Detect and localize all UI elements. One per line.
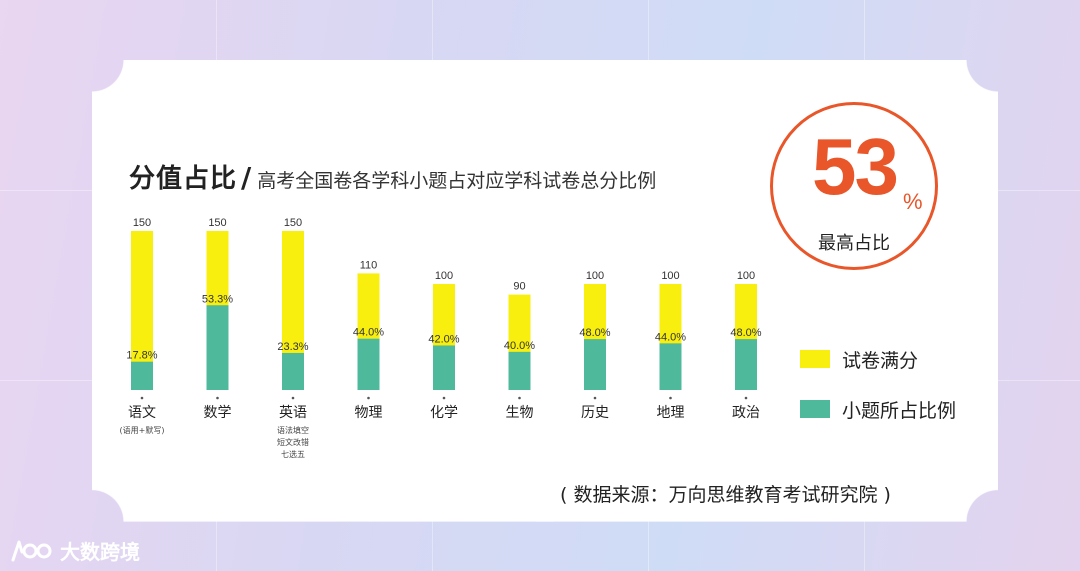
label-full-6: 100 <box>586 270 604 282</box>
category-label-0: 语文 <box>128 405 156 421</box>
label-full-4: 100 <box>435 270 453 282</box>
label-small-5: 40.0% <box>504 340 535 352</box>
label-small-8: 48.0% <box>730 327 761 339</box>
badge-value: 53 <box>812 122 899 211</box>
category-label-4: 化学 <box>430 405 458 421</box>
title-subtitle: 高考全国卷各学科小题占对应学科试卷总分比例 <box>257 170 657 192</box>
category-label-8: 政治 <box>732 405 760 421</box>
bar-chart: 150 17.8% 语文 (语用+默写) 150 53.3% 数学 150 23.3% 英语语法填… <box>120 217 762 459</box>
category-note-2-2: 七选五 <box>281 449 305 459</box>
category-label-5: 生物 <box>506 405 534 421</box>
bar-small-0 <box>131 361 153 390</box>
tick-dot-6 <box>593 396 597 400</box>
legend-label-full: 试卷满分 <box>842 350 919 372</box>
bar-small-2 <box>282 352 304 390</box>
bar-small-8 <box>735 339 757 390</box>
label-full-5: 90 <box>513 281 525 293</box>
category-note-2-0: 语法填空 <box>277 425 309 435</box>
label-small-1: 53.3% <box>202 293 233 305</box>
tick-dot-0 <box>140 396 144 400</box>
tick-dot-8 <box>744 396 748 400</box>
legend-swatch-full <box>800 350 830 368</box>
bar-small-4 <box>433 345 455 390</box>
bar-small-6 <box>584 339 606 390</box>
category-label-1: 数学 <box>204 405 232 421</box>
bar-small-5 <box>508 351 531 390</box>
watermark-logo-icon <box>11 540 52 561</box>
category-label-6: 历史 <box>581 405 609 421</box>
category-label-3: 物理 <box>355 405 383 421</box>
bar-full-0 <box>131 231 153 390</box>
badge-unit: % <box>903 189 923 214</box>
tick-dot-2 <box>291 396 295 400</box>
watermark-text: 大数跨境 <box>60 540 140 564</box>
label-full-1: 150 <box>208 217 226 229</box>
label-small-7: 44.0% <box>655 331 686 343</box>
highest-ratio-badge: 53 % 最高占比 <box>770 102 938 270</box>
title-separator: / <box>241 161 252 194</box>
category-label-7: 地理 <box>657 405 685 421</box>
legend-swatch-small <box>800 400 830 418</box>
bar-small-1 <box>206 305 229 390</box>
label-full-0: 150 <box>133 217 151 229</box>
label-full-7: 100 <box>661 270 679 282</box>
label-small-6: 48.0% <box>579 327 610 339</box>
bar-small-3 <box>357 338 380 390</box>
label-small-2: 23.3% <box>277 341 308 353</box>
chart-title: 分值占比 / 高考全国卷各学科小题占对应学科试卷总分比例 <box>129 158 656 195</box>
tick-dot-4 <box>442 396 446 400</box>
tick-dot-3 <box>367 396 370 400</box>
legend-label-small: 小题所占比例 <box>842 400 957 422</box>
badge-label: 最高占比 <box>818 233 890 254</box>
category-label-2: 英语 <box>279 404 307 421</box>
tick-dot-5 <box>518 396 521 400</box>
tick-dot-7 <box>669 396 672 400</box>
label-small-3: 44.0% <box>353 327 384 339</box>
label-small-0: 17.8% <box>126 350 157 362</box>
watermark: 大数跨境 <box>10 536 140 565</box>
label-full-3: 110 <box>360 259 378 271</box>
label-small-4: 42.0% <box>428 333 459 345</box>
title-main: 分值占比 <box>129 164 238 194</box>
label-full-8: 100 <box>737 270 755 282</box>
data-source: ( 数据来源：万向思维教育考试研究院 ) <box>560 484 891 506</box>
category-note-2-1: 短文改错 <box>277 437 309 447</box>
label-full-2: 150 <box>284 217 302 229</box>
tick-dot-1 <box>216 396 219 400</box>
category-note-0-0: (语用+默写) <box>120 425 165 435</box>
bar-full-2 <box>282 231 304 390</box>
bar-small-7 <box>659 343 682 390</box>
